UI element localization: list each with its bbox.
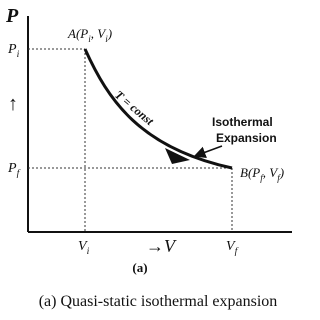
label-part: ) [279,165,284,180]
curve-arrowhead [165,148,190,164]
subscript: f [277,173,281,183]
tick-p-i: Pi [7,42,20,60]
annotation-pointer [193,145,223,158]
label-part: B(P [240,165,260,180]
subscript: f [260,173,264,183]
label-part: V [78,239,88,254]
guide-lines [28,48,233,232]
isotherm-curve [83,48,233,170]
subscript: f [17,168,21,179]
point-a-label: A(Pi, Vi) [67,26,112,44]
annotation-line: Expansion [216,131,277,145]
x-axis-label: →V [146,236,177,256]
caption: (a) Quasi-static isothermal expansion [39,293,278,310]
subscript: f [235,246,239,257]
tick-p-f: Pf [7,161,21,179]
y-axis-label: P [5,5,19,27]
annotation-line: Isothermal [212,115,273,129]
panel-label: (a) [132,260,147,275]
tick-v-f: Vf [226,239,239,257]
subscript: i [17,49,20,60]
label-part: , V [91,26,108,41]
tick-v-i: Vi [78,239,90,257]
label-part: , V [263,165,280,180]
label-part: A(P [67,26,88,41]
subscript: i [87,246,90,257]
label-part: P [7,161,17,176]
label-part: V [226,239,236,254]
subscript: i [88,34,91,44]
point-b-label: B(Pf, Vf) [240,165,284,183]
label-part: ) [107,26,112,41]
y-arrow: ↑ [8,93,18,115]
label-part: P [7,42,17,57]
subscript: i [105,34,108,44]
